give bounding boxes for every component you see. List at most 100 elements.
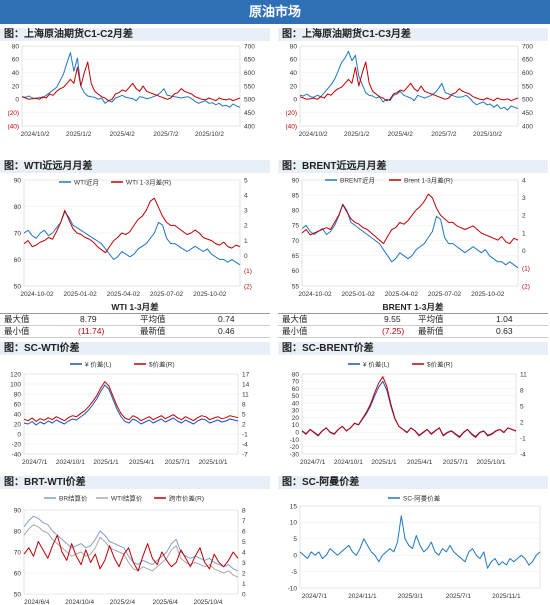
y-left-tick-label: -20 — [12, 441, 22, 448]
y-right-tick-label: 8 — [242, 507, 246, 514]
y-right-tick-label: 400 — [244, 123, 255, 130]
stats-label: 最大值 — [282, 314, 308, 324]
series-line — [23, 211, 241, 266]
x-tick-label: 2024-10-02 — [298, 291, 332, 298]
stats-label: 平均值 — [140, 314, 166, 324]
y-right-tick-label: 4 — [242, 549, 246, 556]
y-right-tick-label: 2 — [242, 570, 246, 577]
y-right-tick-label: 650 — [244, 57, 255, 64]
x-tick-label: 2024/7/1 — [300, 459, 326, 466]
chart-brent-spread: 90 85 80 75 70 65 60 55 4 3 2 1 0 (1) (2) 2024-10-02 202… — [292, 176, 530, 299]
stats-value: 0.74 — [218, 314, 235, 324]
y-left-tick-label: 60 — [290, 57, 298, 64]
x-tick-label: 2025/10/1 — [477, 459, 506, 466]
y-right-tick-label: 1 — [522, 230, 526, 237]
x-tick-label: 2025/4/1 — [407, 459, 433, 466]
legend-label: SC-阿曼价差 — [403, 494, 441, 503]
y-left-tick-label: (40) — [7, 123, 19, 130]
y-left-tick-label: 20 — [14, 421, 22, 428]
series-line — [301, 193, 519, 245]
x-tick-label: 2025/10/2 — [473, 131, 502, 138]
series-line — [23, 381, 239, 422]
panel-title-brt-wti: 图：BRT-WTI价差 — [0, 476, 270, 489]
panel-title-wti-spread: 图：WTI近远月月差 — [0, 160, 270, 173]
y-left-tick-label: -30 — [290, 451, 300, 458]
y-left-tick-label: -40 — [12, 451, 22, 458]
x-tick-label: 2025/4/1 — [129, 459, 155, 466]
panel-title-sc-oman: 图：SC-阿曼价差 — [278, 476, 548, 489]
y-left-tick-label: 70 — [14, 230, 22, 237]
page-banner: 原油市场 — [0, 0, 550, 24]
y-right-tick-label: 4 — [244, 192, 248, 199]
y-right-tick-label: (2) — [244, 283, 252, 290]
series-line — [299, 515, 541, 569]
x-tick-label: 2025/10/4 — [194, 599, 223, 605]
x-tick-label: 2024/10/4 — [65, 599, 94, 605]
x-tick-label: 2025/2/4 — [110, 599, 136, 605]
x-tick-label: 2024/11/1 — [348, 593, 377, 600]
y-right-tick-label: 3 — [242, 560, 246, 567]
y-left-tick-label: 80 — [292, 208, 300, 215]
y-right-tick-label: 4 — [522, 177, 526, 184]
y-left-tick-label: 50 — [14, 283, 22, 290]
y-right-tick-label: -1 — [520, 435, 526, 442]
stats-head: WTI 1-3月差 — [0, 302, 270, 314]
y-right-tick-label: 2 — [520, 419, 524, 426]
stats-value: 9.55 — [384, 314, 401, 324]
y-left-tick-label: 10 — [292, 422, 300, 429]
y-left-tick-label: 20 — [290, 83, 298, 90]
y-right-tick-label: 500 — [244, 97, 255, 104]
x-tick-label: 2025/11/1 — [492, 593, 521, 600]
x-tick-label: 2025/1/1 — [371, 459, 397, 466]
x-tick-label: 2025/1/2 — [66, 131, 92, 138]
y-right-tick-label: 5 — [242, 539, 246, 546]
y-left-tick-label: 60 — [12, 57, 20, 64]
y-right-tick-label: 17 — [242, 371, 250, 378]
y-left-tick-label: 80 — [12, 43, 20, 50]
series-line — [23, 384, 239, 426]
stats-label: 平均值 — [418, 314, 444, 324]
y-right-tick-label: 14 — [242, 381, 250, 388]
stats-value: (11.74) — [78, 326, 105, 336]
y-right-tick-label: (1) — [522, 266, 530, 273]
y-left-tick-label: 120 — [10, 371, 21, 378]
y-right-tick-label: 3 — [244, 208, 248, 215]
stats-label: 最大值 — [4, 314, 30, 324]
x-tick-label: 2025/4/2 — [110, 131, 136, 138]
stats-row: 最小值 (7.25) 最新值 0.63 — [278, 326, 548, 338]
stats-value: (7.25) — [382, 326, 405, 336]
x-tick-label: 2025-10-02 — [471, 291, 505, 298]
x-tick-label: 2025-01-02 — [342, 291, 376, 298]
stats-table-brent: BRENT 1-3月差 最大值 9.55 平均值 1.04 最小值 (7.25)… — [278, 302, 548, 338]
x-tick-label: 2024/6/4 — [24, 599, 50, 605]
y-right-tick-label: 500 — [522, 97, 533, 104]
legend-label: BRENT近月 — [340, 176, 375, 185]
y-left-tick-label: 0 — [295, 429, 299, 436]
x-tick-label: 2025/10/1 — [199, 459, 228, 466]
y-right-tick-label: -1 — [242, 431, 248, 438]
y-left-tick-label: 80 — [292, 371, 300, 378]
stats-label: 最小值 — [282, 326, 308, 336]
y-right-tick-label: 5 — [244, 177, 248, 184]
y-right-tick-label: 3 — [522, 195, 526, 202]
y-left-tick-label: 0 — [293, 553, 297, 560]
y-right-tick-label: 5 — [520, 403, 524, 410]
series-line — [23, 197, 241, 254]
legend-label: 跨市价差(R) — [169, 494, 204, 503]
plot-frame — [299, 505, 541, 589]
y-right-tick-label: 0 — [522, 248, 526, 255]
series-line — [23, 515, 239, 572]
y-left-tick-label: 50 — [292, 393, 300, 400]
x-tick-label: 2025/1/1 — [93, 459, 119, 466]
legend-label: Brent 1-3月差(R) — [404, 176, 453, 185]
panel-title-sc-c1c3: 图：上海原油期货C1-C3月差 — [278, 28, 548, 41]
legend-label: $价差(R) — [427, 360, 453, 369]
y-right-tick-label: 2 — [522, 213, 526, 220]
y-left-tick-label: 15 — [290, 503, 298, 510]
x-tick-label: 2024/7/1 — [22, 459, 48, 466]
y-right-tick-label: 1 — [244, 238, 248, 245]
y-right-tick-label: 700 — [244, 43, 255, 50]
series-line — [301, 380, 517, 437]
plot-frame — [301, 373, 517, 455]
y-right-tick-label: 550 — [244, 83, 255, 90]
